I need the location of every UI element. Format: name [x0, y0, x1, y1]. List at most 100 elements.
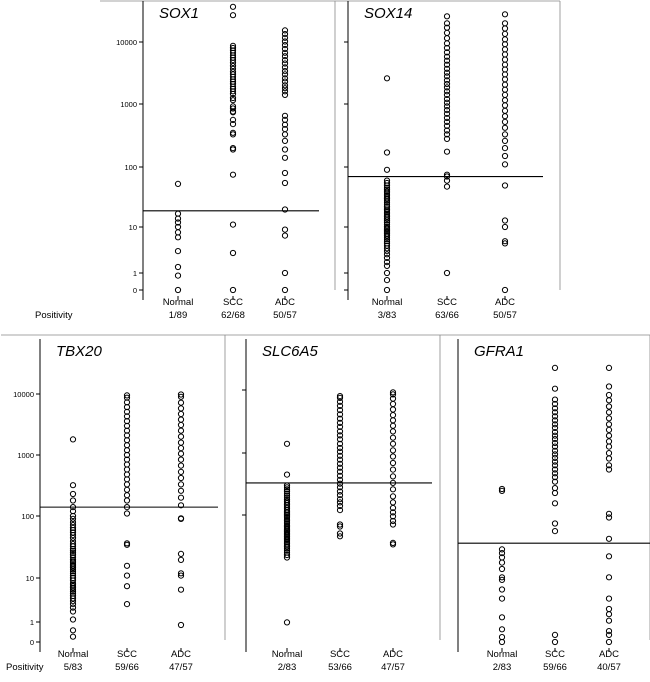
data-point — [174, 272, 182, 279]
data-point — [498, 546, 506, 553]
data-point — [229, 145, 237, 152]
data-point — [336, 460, 344, 467]
data-point — [123, 601, 131, 608]
x-category-label: ADC — [599, 649, 619, 660]
data-point — [551, 400, 559, 408]
data-point — [551, 500, 559, 507]
data-point — [123, 394, 131, 401]
data-point — [123, 572, 131, 579]
data-point — [123, 442, 131, 449]
positivity-row-label: Positivity — [35, 310, 73, 321]
data-point — [383, 201, 391, 208]
data-point — [605, 466, 613, 473]
data-point — [69, 616, 77, 623]
data-point — [281, 146, 289, 153]
positivity-value: 47/57 — [381, 662, 405, 673]
data-point — [283, 490, 291, 497]
data-point — [605, 462, 613, 469]
data-point — [229, 171, 237, 178]
data-point — [389, 440, 397, 447]
data-point — [443, 69, 451, 76]
data-point — [336, 472, 344, 479]
data-point — [501, 11, 509, 18]
data-point — [605, 426, 613, 433]
data-point — [69, 515, 77, 523]
data-point — [69, 547, 77, 555]
data-point — [389, 434, 397, 441]
data-point — [383, 203, 391, 211]
data-point — [123, 466, 131, 473]
data-point — [336, 468, 344, 475]
data-point — [501, 145, 509, 152]
data-point — [281, 269, 289, 277]
data-point — [174, 286, 182, 294]
y-tick-label: 1000 — [120, 100, 137, 109]
data-point — [283, 484, 291, 491]
data-point — [229, 286, 237, 294]
data-point — [501, 51, 509, 58]
data-point — [389, 459, 397, 467]
x-category-label: ADC — [275, 297, 295, 308]
data-point — [281, 116, 289, 124]
data-point — [123, 583, 131, 590]
data-point — [69, 508, 77, 515]
data-point — [383, 223, 391, 231]
data-point — [501, 97, 509, 104]
data-point — [605, 443, 613, 450]
data-point — [177, 427, 185, 434]
data-point — [281, 78, 289, 85]
data-point — [501, 107, 509, 114]
data-point — [336, 530, 344, 537]
data-point — [283, 494, 291, 501]
data-point — [281, 88, 289, 95]
data-point — [498, 559, 506, 566]
data-point — [229, 44, 237, 52]
data-point — [551, 520, 559, 527]
data-point — [336, 496, 344, 503]
data-point — [605, 415, 613, 422]
data-point — [123, 456, 131, 463]
data-point — [283, 551, 291, 559]
data-point — [336, 533, 344, 540]
data-point — [336, 521, 344, 528]
data-point — [443, 13, 451, 20]
data-point — [389, 466, 397, 473]
data-point — [443, 148, 451, 155]
data-point — [177, 515, 185, 522]
data-point — [501, 161, 509, 168]
data-point — [177, 621, 185, 629]
data-point — [383, 186, 391, 193]
data-point — [551, 447, 559, 454]
data-point — [281, 34, 289, 41]
data-point — [383, 188, 391, 195]
data-point — [498, 485, 506, 493]
data-point — [551, 454, 559, 461]
data-point — [383, 184, 391, 191]
data-point — [336, 492, 344, 499]
data-point — [605, 391, 613, 399]
data-point — [443, 131, 451, 138]
panel-gfra1: GFRA1 Normal 2/83 SCC 59/66 ADC 40/57 — [440, 334, 650, 673]
x-category-label: SCC — [223, 297, 243, 308]
data-point — [443, 91, 451, 99]
data-point — [443, 57, 451, 64]
data-point — [389, 521, 397, 528]
x-category-label: ADC — [383, 649, 403, 660]
data-point — [501, 217, 509, 224]
data-point — [383, 213, 391, 220]
data-point — [605, 574, 613, 581]
positivity-value: 62/68 — [221, 310, 245, 321]
data-point — [283, 496, 291, 504]
data-point — [443, 99, 451, 106]
data-point — [177, 416, 185, 423]
x-category-label: SCC — [117, 649, 137, 660]
panel-slc6a5: SLC6A5 Normal 2/83 SCC 53/66 ADC 47/57 — [225, 334, 441, 673]
data-point — [69, 604, 77, 611]
data-point — [389, 395, 397, 402]
data-point — [498, 487, 506, 494]
data-point — [551, 439, 559, 447]
data-point — [177, 481, 185, 488]
data-point — [281, 53, 289, 60]
data-point — [551, 485, 559, 492]
data-point — [501, 152, 509, 160]
